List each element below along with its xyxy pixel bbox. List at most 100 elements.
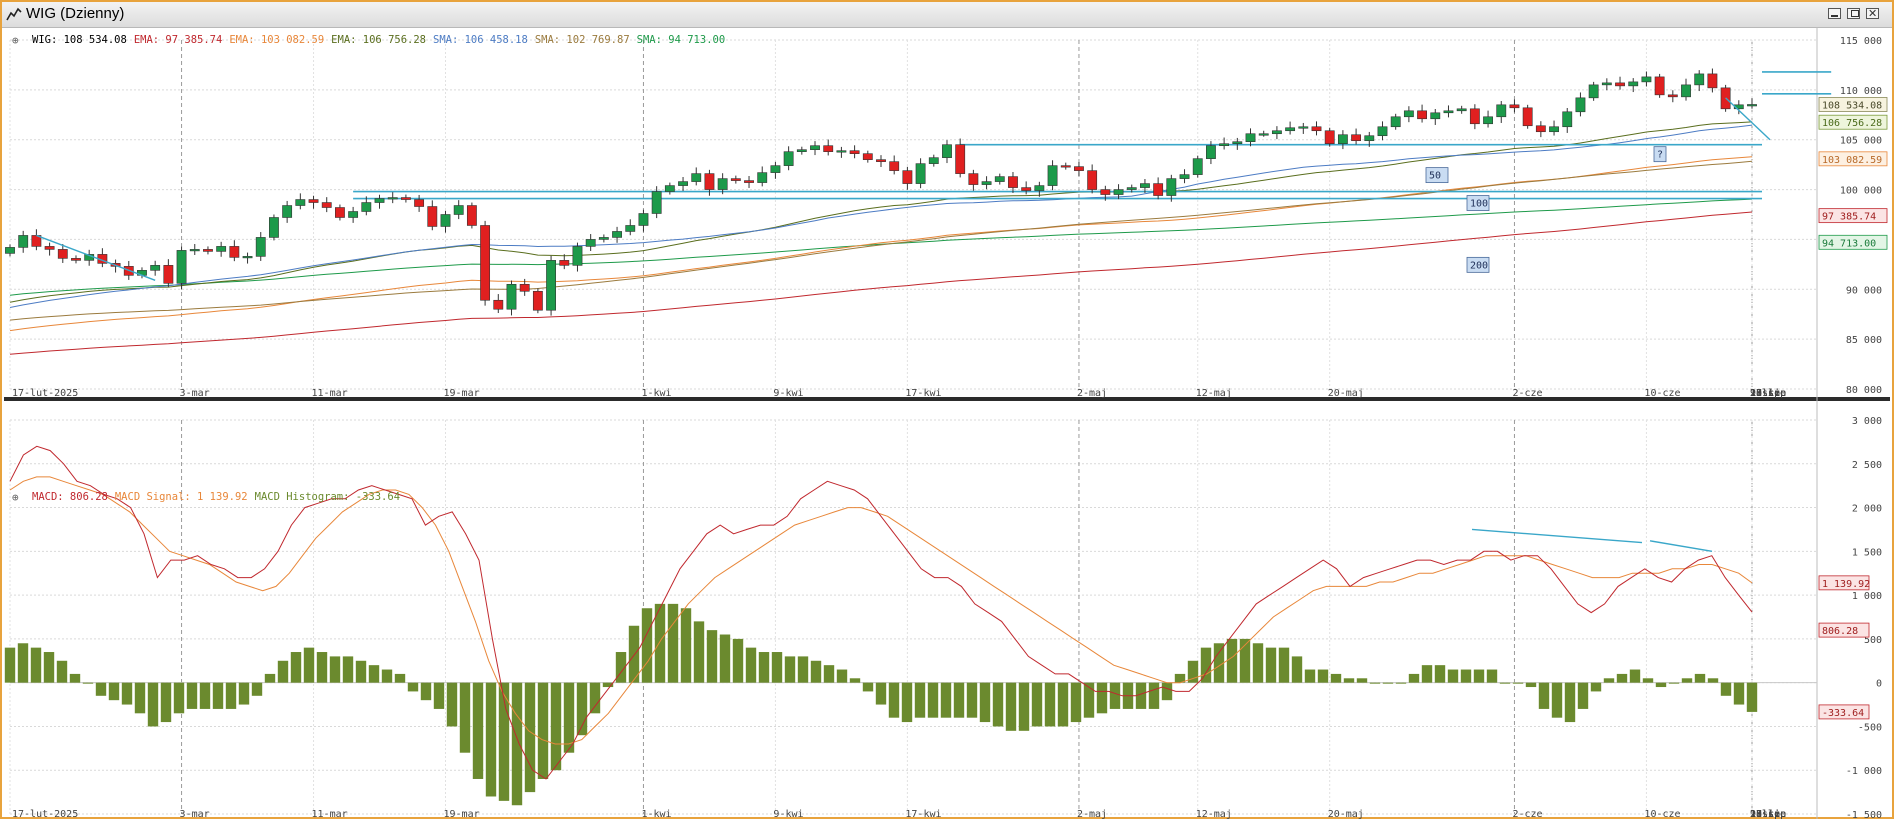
candle-down [1469, 108, 1480, 125]
macd-y-tick-label: 500 [1864, 635, 1882, 646]
macd-histogram-bar [1369, 682, 1381, 684]
macd-histogram-bar [823, 665, 835, 683]
candle-up [836, 150, 847, 153]
macd-x-tick-label: 1-kwi [641, 809, 671, 819]
title-bar[interactable]: WIG (Dzienny) ✕ [2, 2, 1892, 28]
macd-histogram-bar [1213, 643, 1225, 683]
macd-histogram-bar [1525, 682, 1537, 688]
candle-down [414, 199, 425, 207]
candle-up [1562, 111, 1573, 128]
candle-up [1298, 126, 1309, 129]
annotation-100-box [1466, 195, 1490, 211]
x-tick-label: 2-cze [1512, 388, 1542, 399]
candle-up [1047, 165, 1058, 186]
candle-down [519, 283, 530, 292]
legend-item: MACD Signal: 1 139.92 [114, 491, 248, 503]
price-label-box [1818, 97, 1888, 112]
candle-up [1113, 189, 1124, 195]
macd-label-box [1818, 575, 1870, 591]
candle-down [862, 153, 873, 160]
candle-up [1377, 126, 1388, 137]
macd-y-tick-label: -500 [1858, 722, 1882, 733]
x-tick-label: 1-sie [1750, 388, 1780, 399]
candle-up [1245, 133, 1256, 143]
macd-histogram-bar [225, 682, 237, 709]
macd-histogram-bar [1512, 682, 1524, 684]
macd-histogram-bar [17, 643, 29, 683]
x-tick-label: 9-lip [1750, 388, 1780, 399]
legend-item: SMA: 102 769.87 [534, 34, 630, 46]
macd-histogram-bar [459, 682, 471, 753]
divergence-line [1471, 528, 1643, 544]
candle-up [1483, 116, 1493, 125]
x-tick-label: 20-maj [1328, 388, 1364, 399]
candle-down [480, 225, 491, 301]
candle-up [348, 211, 359, 218]
candle-up [1337, 134, 1348, 145]
macd-x-tick-label: 9-kwi [773, 809, 803, 819]
candle-down [1667, 94, 1678, 98]
x-tick-label: 1-kwi [641, 388, 671, 399]
macd-histogram-bar [238, 682, 250, 705]
macd-histogram-bar [485, 682, 497, 797]
minimize-button[interactable] [1828, 8, 1841, 19]
candle-down [889, 161, 900, 171]
macd-histogram-bar [537, 682, 549, 779]
macd-histogram-bar [1603, 678, 1615, 683]
macd-histogram-bar [1538, 682, 1550, 709]
macd-histogram-bar [1707, 678, 1719, 683]
price-label: 94 713.00 [1822, 238, 1876, 249]
candle-up [1126, 187, 1137, 190]
macd-histogram-bar [394, 673, 406, 683]
macd-histogram-bar [1291, 656, 1303, 683]
macd-histogram-bar [147, 682, 159, 727]
annotation-question: ? [1657, 150, 1663, 161]
macd-x-tick-label: 17-lip [1750, 809, 1786, 819]
divergence-line [1649, 540, 1713, 553]
macd-x-tick-label: 20-maj [1328, 809, 1364, 819]
y-tick-label: 115 000 [1840, 36, 1882, 47]
legend-item: EMA: 106 756.28 [331, 34, 426, 46]
candle-down [321, 202, 332, 208]
macd-line [9, 445, 1753, 780]
candle-up [269, 217, 279, 238]
candle-down [559, 260, 570, 266]
macd-x-tick-label: 10-cze [1644, 809, 1680, 819]
x-tick-label: 19-mar [444, 388, 480, 399]
candle-up [282, 205, 293, 218]
macd-legend: MACD: 806.28 MACD Signal: 1 139.92 MACD Hi… [32, 491, 407, 503]
macd-histogram-bar [290, 652, 302, 683]
x-tick-label: 9-kwi [773, 388, 803, 399]
y-tick-label: 85 000 [1846, 335, 1882, 346]
candle-down [400, 197, 411, 200]
macd-label-box [1818, 704, 1870, 720]
price-label: 106 756.28 [1822, 118, 1882, 129]
macd-histogram-bar [1005, 682, 1017, 731]
x-tick-label: 20-sie [1750, 388, 1786, 399]
macd-histogram-bar [1356, 678, 1368, 683]
candle-down [493, 299, 504, 310]
x-tick-label: 18-cze [1750, 388, 1786, 399]
candle-down [163, 265, 174, 284]
candle-up [664, 185, 675, 192]
legend-item: SMA: 94 713.00 [636, 34, 726, 46]
macd-histogram-bar [680, 608, 692, 683]
close-button[interactable]: ✕ [1866, 7, 1879, 20]
macd-histogram-bar [511, 682, 523, 806]
macd-histogram-bar [1044, 682, 1056, 727]
candle-up [1430, 112, 1441, 120]
restore-button[interactable] [1847, 8, 1860, 19]
candle-down [968, 173, 979, 185]
macd-histogram-bar [108, 682, 120, 701]
candle-down [1324, 130, 1335, 145]
macd-histogram-bar [1720, 682, 1732, 696]
price-label: 97 385.74 [1822, 212, 1876, 223]
candle-up [1641, 76, 1652, 83]
candle-up [5, 247, 15, 254]
candle-down [335, 207, 345, 218]
macd-histogram-bar [979, 682, 991, 723]
macd-histogram-bar [1096, 682, 1108, 714]
macd-histogram-bar [1434, 665, 1446, 683]
candle-up [453, 205, 464, 215]
